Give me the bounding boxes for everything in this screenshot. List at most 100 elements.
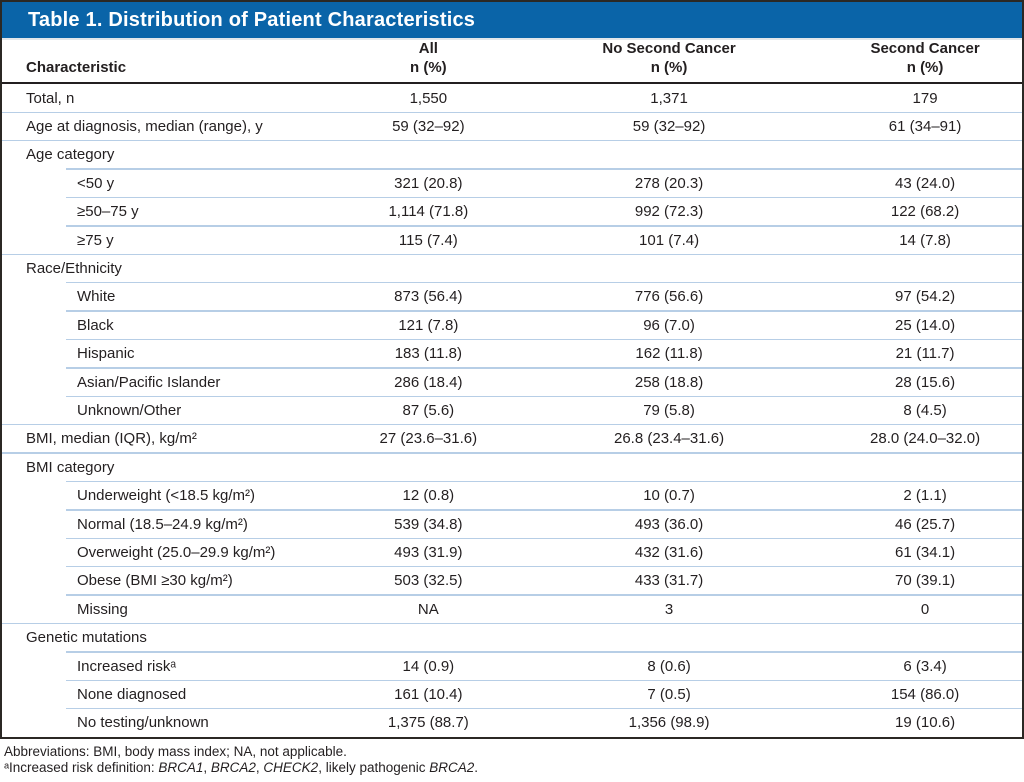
row-value-no-second-cancer: 10 (0.7) [643,487,695,505]
row-value-second-cancer: 43 (24.0) [895,174,956,192]
table-title: Table 1. Distribution of Patient Charact… [28,8,476,31]
row-value-second-cancer: 2 (1.1) [903,487,947,505]
row-value-all: 59 (32–92) [392,118,465,136]
row-value-no-second-cancer: 1,356 (98.9) [628,714,710,732]
row-value-second-cancer: 154 (86.0) [890,685,960,703]
row-value-no-second-cancer: 433 (31.7) [634,572,704,590]
row-value-second-cancer: 61 (34–91) [888,118,962,136]
table-row: <50 y 321 (20.8) 278 (20.3) 43 (24.0) [2,168,1022,197]
row-value-no-second-cancer: 8 (0.6) [647,657,691,675]
row-value-second-cancer: 8 (4.5) [903,401,947,419]
row-value-no-second-cancer: 432 (31.6) [634,543,704,561]
column-header-all-sub: n (%) [410,59,447,76]
row-label: Genetic mutations [26,629,147,647]
row-label: Age at diagnosis, median (range), y [26,118,263,136]
footnote-segment: CHECK2 [263,760,319,776]
footnote-segment: ᵃIncreased risk definition: [4,760,159,776]
row-label: Hispanic [77,345,135,363]
row-value-all: 12 (0.8) [402,487,455,505]
row-label: White [77,288,116,306]
row-label: Increased riskᵃ [77,657,176,675]
row-label: Underweight (<18.5 kg/m²) [77,487,255,505]
table-row: Age category [2,140,1022,169]
row-value-second-cancer: 0 [920,600,930,618]
row-label: BMI, median (IQR), kg/m² [26,430,197,448]
row-value-all: NA [417,600,439,618]
row-label: Age category [26,146,115,164]
row-label: Obese (BMI ≥30 kg/m²) [77,572,233,590]
row-value-no-second-cancer: 96 (7.0) [643,316,695,334]
row-value-no-second-cancer: 1,371 [650,89,688,107]
row-value-all: 121 (7.8) [398,316,459,334]
row-label: Unknown/Other [77,401,182,419]
row-value-all: 873 (56.4) [394,288,463,306]
table-row: Race/Ethnicity [2,253,1022,282]
row-label: <50 y [77,174,115,192]
column-header-no-second-cancer: No Second Cancer n (%) [510,39,828,82]
row-value-all: 539 (34.8) [394,515,463,533]
row-value-second-cancer: 19 (10.6) [895,714,956,732]
table-title-bar: Table 1. Distribution of Patient Charact… [2,2,1022,40]
table-row: None diagnosed 161 (10.4) 7 (0.5) 154 (8… [2,679,1022,708]
row-value-all: 321 (20.8) [394,174,463,192]
row-value-all: 1,550 [409,89,448,107]
column-header-all-name: All [418,40,438,57]
table-row: BMI, median (IQR), kg/m² 27 (23.6–31.6) … [2,423,1022,453]
column-header-second-cancer: Second Cancer n (%) [828,39,1022,82]
row-label: Total, n [26,89,75,107]
table-row: Increased riskᵃ 14 (0.9) 8 (0.6) 6 (3.4) [2,651,1022,680]
table-row: Missing NA 3 0 [2,594,1022,623]
row-value-second-cancer: 46 (25.7) [895,515,956,533]
column-header-second-cancer-sub: n (%) [906,59,944,76]
table-row: Genetic mutations [2,622,1022,651]
column-header-no-second-cancer-sub: n (%) [650,59,688,76]
table-row: Asian/Pacific Islander 286 (18.4) 258 (1… [2,367,1022,396]
row-label: Overweight (25.0–29.9 kg/m²) [77,543,276,561]
footnote-segment: BRCA1 [158,760,204,776]
row-label: No testing/unknown [77,714,209,732]
row-label: Race/Ethnicity [26,260,122,278]
row-value-no-second-cancer: 162 (11.8) [635,345,703,363]
column-header-all: All n (%) [347,39,510,82]
row-value-no-second-cancer: 278 (20.3) [634,174,704,192]
table-footnotes: Abbreviations: BMI, body mass index; NA,… [0,739,1024,777]
row-value-no-second-cancer: 258 (18.8) [634,373,704,391]
row-value-second-cancer: 61 (34.1) [895,543,956,561]
footnote-segment: , [255,760,264,776]
row-value-second-cancer: 14 (7.8) [899,231,951,249]
row-value-second-cancer: 122 (68.2) [890,203,960,221]
row-label: BMI category [26,458,115,476]
row-label: Missing [77,600,128,618]
row-value-all: 1,375 (88.7) [387,714,469,732]
row-value-all: 286 (18.4) [394,373,463,391]
table-row: ≥50–75 y 1,114 (71.8) 992 (72.3) 122 (68… [2,196,1022,226]
row-value-second-cancer: 25 (14.0) [895,316,956,334]
column-header-no-second-cancer-name: No Second Cancer [602,40,736,57]
table-row: Obese (BMI ≥30 kg/m²) 503 (32.5) 433 (31… [2,565,1022,595]
footnote-segment: . [474,760,479,776]
row-value-all: 493 (31.9) [394,543,463,561]
table-row: No testing/unknown 1,375 (88.7) 1,356 (9… [2,707,1022,737]
row-value-no-second-cancer: 493 (36.0) [634,515,704,533]
row-value-no-second-cancer: 7 (0.5) [647,685,691,703]
table-row: Unknown/Other 87 (5.6) 79 (5.8) 8 (4.5) [2,395,1022,424]
row-value-no-second-cancer: 79 (5.8) [643,401,695,419]
footnote-segment: , [203,760,211,776]
row-label: None diagnosed [77,685,187,703]
row-value-all: 27 (23.6–31.6) [379,430,478,448]
row-value-second-cancer: 21 (11.7) [895,345,955,363]
row-value-no-second-cancer: 776 (56.6) [634,288,704,306]
table-row: Hispanic 183 (11.8) 162 (11.8) 21 (11.7) [2,338,1022,368]
row-value-no-second-cancer: 992 (72.3) [634,203,704,221]
column-header-second-cancer-name: Second Cancer [870,40,980,57]
row-value-second-cancer: 28.0 (24.0–32.0) [870,430,981,448]
row-label: Asian/Pacific Islander [77,373,221,391]
row-value-all: 14 (0.9) [402,657,455,675]
row-value-all: 87 (5.6) [402,401,455,419]
footnote-segment: , likely pathogenic [318,760,430,776]
row-value-no-second-cancer: 59 (32–92) [632,118,706,136]
table-outer-frame: Table 1. Distribution of Patient Charact… [0,0,1024,739]
table-row: BMI category [2,452,1022,481]
row-value-all: 1,114 (71.8) [388,203,469,221]
footnote-segment: BRCA2 [429,760,475,776]
